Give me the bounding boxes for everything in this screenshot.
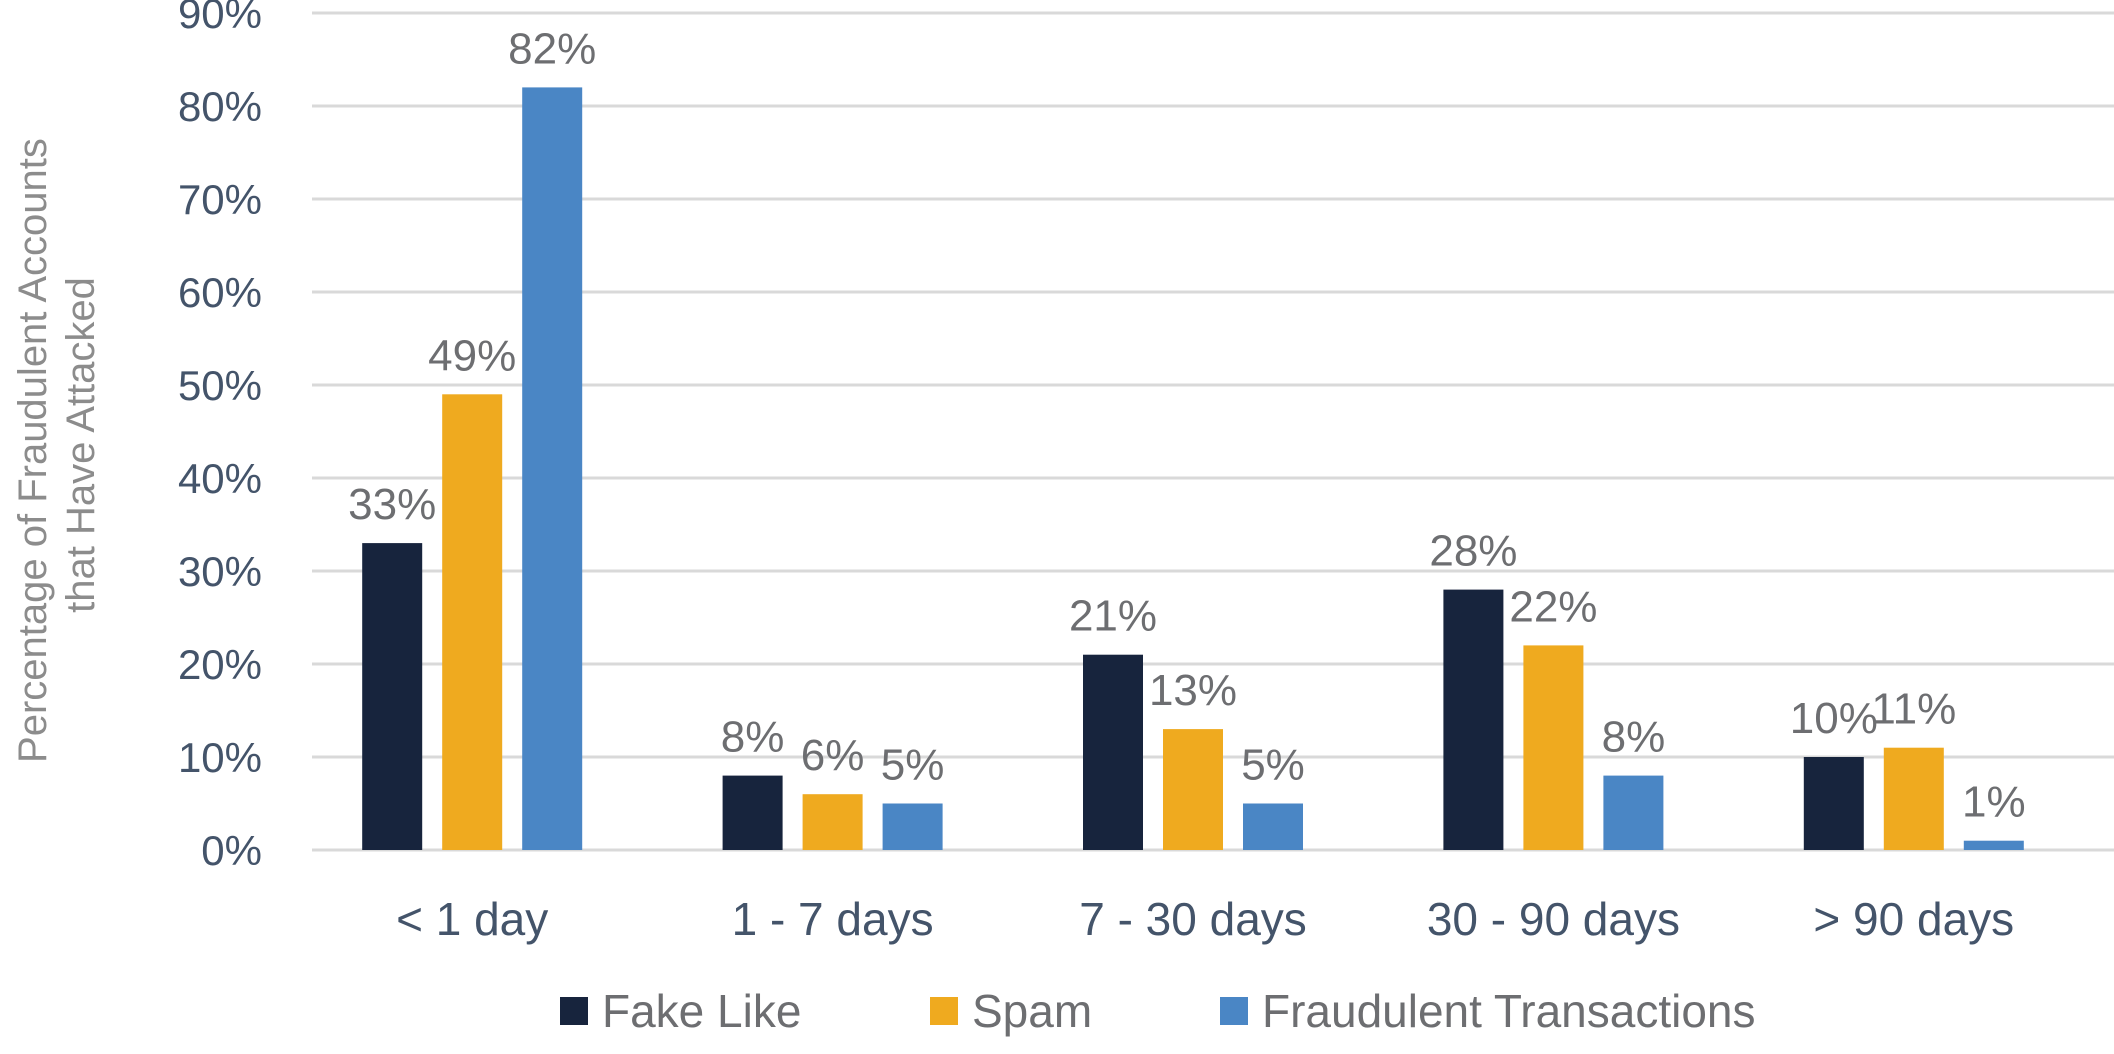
legend: Fake Like Spam Fraudulent Transactions bbox=[560, 985, 1756, 1037]
x-category-label: 1 - 7 days bbox=[732, 893, 934, 945]
bar bbox=[522, 87, 583, 850]
legend-swatch bbox=[1220, 997, 1248, 1025]
x-category-label: 30 - 90 days bbox=[1427, 893, 1680, 945]
legend-label: Fraudulent Transactions bbox=[1262, 985, 1756, 1037]
data-label: 21% bbox=[1069, 592, 1157, 641]
bar bbox=[1803, 757, 1864, 850]
bar bbox=[1883, 747, 1944, 850]
y-tick-label: 50% bbox=[178, 362, 262, 409]
data-label: 1% bbox=[1962, 778, 2026, 827]
bar bbox=[1603, 775, 1664, 850]
data-label: 82% bbox=[508, 24, 596, 73]
legend-label: Fake Like bbox=[602, 985, 801, 1037]
bar bbox=[1163, 729, 1223, 850]
y-axis-title: Percentage of Fraudulent Accounts that H… bbox=[11, 127, 103, 763]
bar bbox=[1443, 589, 1504, 850]
y-tick-label: 70% bbox=[178, 176, 262, 223]
bar bbox=[1243, 803, 1303, 850]
y-tick-label: 40% bbox=[178, 455, 262, 502]
y-axis-title-line-2: that Have Attacked bbox=[59, 277, 103, 613]
y-axis-title-line-1: Percentage of Fraudulent Accounts bbox=[11, 138, 55, 763]
data-label: 11% bbox=[1871, 685, 1956, 734]
data-label: 33% bbox=[348, 480, 436, 529]
bar bbox=[362, 543, 423, 850]
data-label: 6% bbox=[801, 731, 865, 780]
y-tick-label: 30% bbox=[178, 548, 262, 595]
bar bbox=[802, 794, 863, 850]
x-category-label: 7 - 30 days bbox=[1079, 893, 1307, 945]
x-category-label: > 90 days bbox=[1813, 893, 2014, 945]
bar bbox=[442, 394, 503, 850]
y-tick-label: 0% bbox=[201, 827, 262, 874]
data-label: 5% bbox=[1241, 741, 1305, 790]
data-label: 8% bbox=[1602, 713, 1666, 762]
legend-swatch bbox=[560, 997, 588, 1025]
data-label: 5% bbox=[881, 741, 945, 790]
y-tick-label: 80% bbox=[178, 83, 262, 130]
bar bbox=[722, 775, 783, 850]
bars bbox=[362, 87, 2024, 850]
legend-label: Spam bbox=[972, 985, 1092, 1037]
bar bbox=[882, 803, 943, 850]
data-label: 13% bbox=[1149, 666, 1237, 715]
data-label: 8% bbox=[721, 713, 785, 762]
x-axis-categories: < 1 day 1 - 7 days 7 - 30 days 30 - 90 days… bbox=[396, 893, 2014, 945]
bar bbox=[1963, 840, 2024, 850]
bar bbox=[1523, 645, 1584, 850]
data-label: 28% bbox=[1429, 527, 1517, 576]
y-axis-ticks: 0% 10% 20% 30% 40% 50% 60% 70% 80% 90% bbox=[178, 0, 262, 874]
x-category-label: < 1 day bbox=[396, 893, 548, 945]
gridlines bbox=[312, 11, 2114, 852]
data-label: 22% bbox=[1509, 582, 1597, 631]
data-label: 49% bbox=[428, 331, 516, 380]
data-label: 10% bbox=[1790, 694, 1878, 743]
bar bbox=[1083, 654, 1143, 850]
y-tick-label: 20% bbox=[178, 641, 262, 688]
legend-swatch bbox=[930, 997, 958, 1025]
data-labels: 33%49%82%8% 6% 5%21%13%5%28%22%8% 10%11%1% bbox=[348, 24, 2025, 826]
y-tick-label: 10% bbox=[178, 734, 262, 781]
y-tick-label: 90% bbox=[178, 0, 262, 37]
y-tick-label: 60% bbox=[178, 269, 262, 316]
